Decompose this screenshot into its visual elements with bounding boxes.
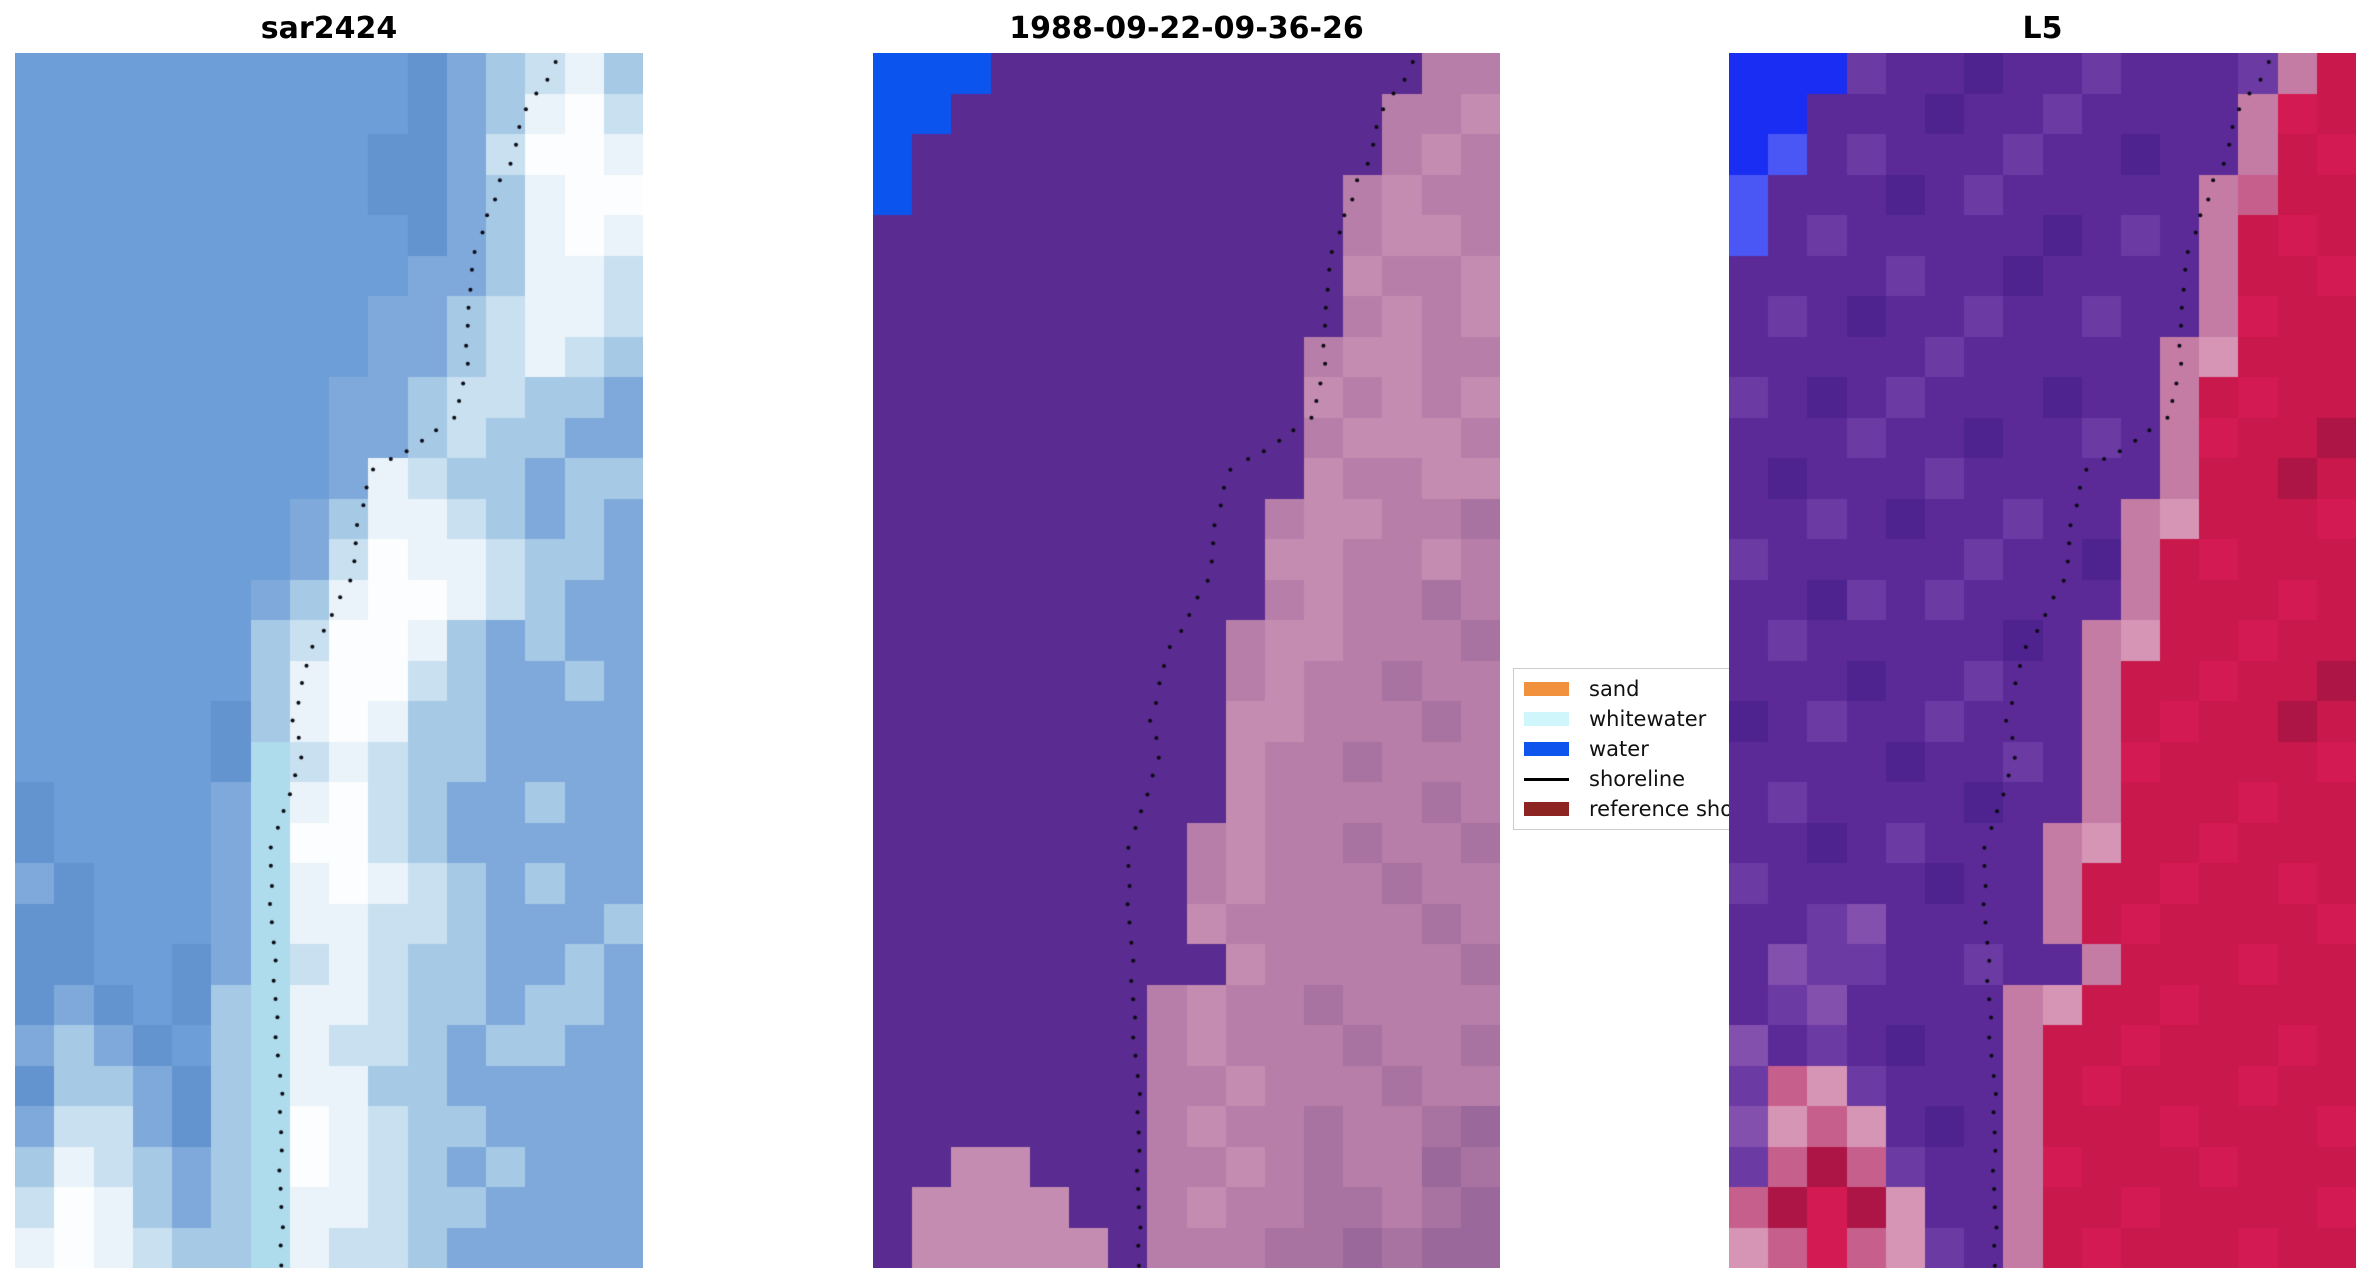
legend-item-whitewater: whitewater [1524,704,1792,734]
legend-label: water [1589,737,1649,761]
legend-swatch-whitewater [1524,712,1569,726]
legend-label: whitewater [1589,707,1707,731]
legend-swatch-water [1524,742,1569,756]
legend-item-sand: sand [1524,674,1792,704]
panel-title-date: 1988-09-22-09-36-26 [1009,11,1364,46]
l5-image [1729,53,2356,1268]
legend-item-water: water [1524,734,1792,764]
legend-label: sand [1589,677,1640,701]
panel-title-sar2424: sar2424 [260,11,398,46]
panel-title-l5: L5 [2022,11,2063,46]
legend-item-shoreline: shoreline [1524,764,1792,794]
classified-image [873,53,1500,1268]
legend-label: shoreline [1589,767,1686,791]
legend-swatch-reference-shoreline [1524,802,1569,816]
legend-swatch-sand [1524,682,1569,696]
sar2424-image [15,53,643,1268]
legend-swatch-shoreline [1524,777,1569,781]
